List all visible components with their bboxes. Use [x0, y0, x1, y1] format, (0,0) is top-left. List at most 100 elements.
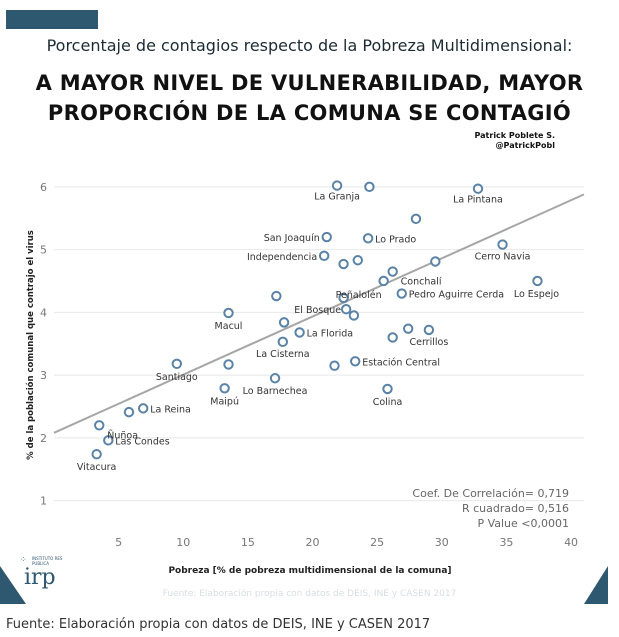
data-point [340, 304, 352, 315]
point-label: La Granja [314, 192, 360, 203]
data-point [223, 359, 234, 370]
chart-subtitle: Porcentaje de contagios respecto de la P… [46, 36, 573, 55]
data-point [349, 356, 361, 367]
logo-text: irp [24, 565, 56, 590]
infographic-card: Porcentaje de contagios respecto de la P… [0, 10, 619, 604]
point-labels: La Granja La Pintana San Joaquín Lo Prado Ce… [77, 192, 559, 474]
y-tick-label: 3 [40, 369, 47, 382]
point-label: Santiago [156, 372, 198, 383]
point-label: Vitacura [77, 462, 116, 473]
regression-stats: Coef. De Correlación= 0,719 R cuadrado= … [412, 486, 569, 531]
y-tick-label: 5 [40, 244, 47, 257]
point-label: El Bosque [294, 305, 341, 316]
point-label: Lo Prado [375, 234, 416, 245]
x-tick-label: 30 [435, 536, 449, 549]
point-label: Las Condes [115, 436, 169, 447]
data-point [352, 255, 363, 266]
chart-source-note: Fuente: Elaboración propia con datos de … [162, 589, 457, 599]
author-credit: Patrick Poblete S. @PatrickPobl [475, 131, 556, 151]
data-point [338, 258, 349, 270]
irp-logo: ⁘ INSTITUTO RES PUBLICA irp [20, 555, 80, 595]
page-source-caption: Fuente: Elaboración propia con datos de … [6, 617, 431, 632]
point-label: La Florida [307, 328, 353, 339]
data-point [410, 213, 422, 225]
point-label: Cerro Navia [475, 252, 531, 263]
data-point [171, 358, 183, 370]
y-tick-label: 6 [40, 181, 47, 194]
data-point [362, 233, 374, 244]
data-point [532, 275, 543, 287]
data-point [123, 406, 135, 418]
data-point [278, 317, 290, 328]
data-point [219, 383, 230, 394]
logo-small-text: INSTITUTO RES PUBLICA [32, 556, 63, 566]
y-tick-label: 4 [40, 306, 47, 319]
p-value-text: P Value <0,0001 [477, 517, 569, 530]
y-tick-label: 2 [40, 432, 47, 445]
point-label: Lo Espejo [514, 289, 559, 300]
x-tick-label: 40 [564, 536, 578, 549]
data-point [387, 332, 398, 343]
headline-line-2: PROPORCIÓN DE LA COMUNA SE CONTAGIÓ [47, 101, 572, 125]
x-tick-label: 20 [306, 536, 320, 549]
data-point [137, 403, 149, 414]
data-point [338, 292, 349, 304]
corner-decoration-left [0, 566, 26, 604]
x-tick-label: 5 [115, 536, 122, 549]
point-label: San Joaquín [264, 233, 320, 244]
point-label: Peñalolén [336, 290, 382, 301]
point-label: Maipú [210, 396, 239, 407]
correlation-text: Coef. De Correlación= 0,719 [412, 487, 569, 500]
y-axis-label: % de la población comunal que contrajo e… [25, 230, 36, 460]
trend-line [53, 193, 585, 434]
data-point [294, 327, 305, 338]
point-label: Cerrillos [409, 337, 448, 348]
data-point [318, 250, 330, 262]
gridlines [54, 186, 584, 502]
data-point [321, 231, 332, 243]
point-label: Ñuñoa [107, 430, 138, 441]
data-point [103, 435, 114, 446]
data-point [402, 323, 414, 334]
x-tick-label: 10 [176, 536, 190, 549]
x-tick-labels: 5 10 15 20 25 30 35 40 [115, 536, 578, 549]
chart-headline: A MAYOR NIVEL DE VULNERABILIDAD, MAYOR P… [0, 68, 619, 128]
data-point [271, 290, 282, 302]
accent-bar [6, 10, 98, 29]
data-points [91, 180, 543, 460]
data-point [364, 181, 375, 193]
logo-dots-icon: ⁘ [20, 555, 28, 564]
author-handle: @PatrickPobl [495, 141, 555, 150]
data-point [91, 448, 102, 460]
point-label: La Cisterna [256, 349, 310, 360]
data-point [269, 373, 281, 384]
data-point [497, 239, 508, 250]
headline-line-1: A MAYOR NIVEL DE VULNERABILIDAD, MAYOR [35, 71, 584, 95]
point-label: Lo Barnechea [243, 386, 308, 397]
corner-decoration-right [584, 566, 608, 604]
point-label: Pedro Aguirre Cerda [409, 290, 504, 301]
data-point [472, 183, 484, 194]
data-point [94, 420, 105, 431]
data-point [329, 360, 340, 371]
r-squared-text: R cuadrado= 0,516 [461, 502, 569, 515]
x-axis-label: Pobreza [% de pobreza multidimensional d… [168, 566, 451, 576]
point-label: La Pintana [453, 195, 503, 206]
data-point [382, 383, 393, 395]
data-point [348, 310, 360, 321]
data-point [277, 336, 289, 348]
y-tick-labels: 1 2 3 4 5 6 [40, 181, 47, 508]
x-tick-label: 15 [241, 536, 255, 549]
data-point [430, 256, 441, 267]
data-point [223, 307, 234, 319]
point-label: Colina [373, 397, 403, 408]
scatter-chart: 1 2 3 4 5 6 5 10 15 20 25 30 35 40 La Granja La Pinta… [25, 180, 585, 576]
data-point [396, 288, 407, 299]
point-label: Estación Central [362, 357, 440, 368]
x-tick-label: 35 [499, 536, 513, 549]
x-tick-label: 25 [370, 536, 384, 549]
point-label: La Reina [150, 404, 191, 415]
data-point [423, 324, 435, 336]
point-label: Macul [215, 321, 243, 332]
y-tick-label: 1 [40, 495, 47, 508]
